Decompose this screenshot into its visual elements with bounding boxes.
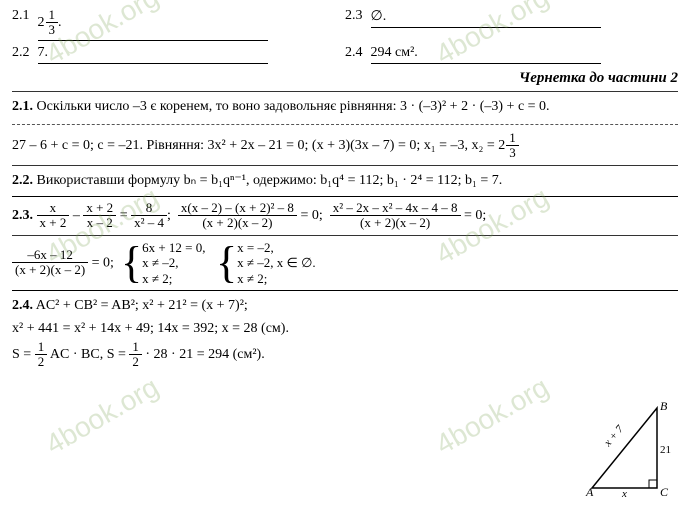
answer-num: 2.2 (12, 45, 30, 61)
sol-text: Використавши формулу bₙ = b₁qⁿ⁻¹, одержи… (37, 173, 503, 188)
answer-frac-d: 3 (46, 23, 59, 37)
sol-num: 2.3. (12, 208, 33, 223)
frac-n: x² – 2x – x² – 4x – 4 – 8 (330, 201, 461, 216)
watermark: 4book.org (40, 371, 164, 461)
frac-d: (x + 2)(x – 2) (330, 216, 461, 230)
leg2-label: x (621, 488, 627, 498)
frac-d: x – 2 (83, 216, 116, 230)
system-1: { 6x + 12 = 0, x ≠ –2, x ≠ 2; (121, 240, 206, 287)
scratch-header: Чернетка до частини 2 (12, 70, 678, 87)
answer-num: 2.1 (12, 8, 30, 24)
answer-2-3: 2.3 ∅. (345, 8, 678, 41)
solution-2-3-line2: –6x – 12(x + 2)(x – 2) = 0; { 6x + 12 = … (12, 240, 678, 287)
answer-2-1: 2.1 2 1 3 . (12, 8, 345, 41)
vertex-b: B (660, 399, 668, 413)
answer-num: 2.3 (345, 8, 363, 24)
frac-d: x² – 4 (131, 216, 167, 230)
answers-row-1: 2.1 2 1 3 . 2.3 ∅. (12, 8, 678, 41)
sol-text: S = (12, 347, 35, 362)
frac-n: 1 (129, 340, 142, 355)
vertex-a: A (585, 485, 594, 498)
leg1-label: 21 (660, 444, 671, 456)
answer-frac-n: 1 (46, 8, 59, 23)
solution-2-1-line2: 27 – 6 + c = 0; c = –21. Рівняння: 3x² +… (12, 131, 678, 161)
answer-whole: 2 (38, 15, 45, 31)
frac-n: x (37, 201, 70, 216)
answers-row-2: 2.2 7. 2.4 294 см². (12, 45, 678, 64)
frac-d: (x + 2)(x – 2) (12, 263, 88, 277)
divider (12, 235, 678, 236)
divider (12, 91, 678, 92)
frac-n: x(x – 2) – (x + 2)² – 8 (178, 201, 297, 216)
sol-text: 27 – 6 + c = 0; c = –21. Рівняння: 3x² +… (12, 138, 498, 153)
frac-d: 2 (129, 355, 142, 369)
frac-d: (x + 2)(x – 2) (178, 216, 297, 230)
sys-item: x ≠ 2; (142, 271, 205, 287)
frac-n: x + 2 (83, 201, 116, 216)
sys-item: 6x + 12 = 0, (142, 240, 205, 256)
hyp-label: x + 7 (601, 423, 626, 450)
frac-whole: 2 (498, 135, 505, 157)
answer-num: 2.4 (345, 45, 363, 61)
sys-item: x ≠ 2; (237, 271, 316, 287)
frac-n: –6x – 12 (12, 248, 88, 263)
vertex-c: C (660, 485, 669, 498)
answer-2-4: 2.4 294 см². (345, 45, 678, 64)
brace-icon: { (216, 241, 237, 285)
solution-2-3: 2.3. xx + 2 – x + 2x – 2 = 8x² – 4; x(x … (12, 201, 678, 231)
sol-text: Оскільки число –3 є коренем, то воно зад… (37, 99, 550, 114)
divider (12, 165, 678, 166)
frac-n: 1 (506, 131, 519, 146)
sol-text: AC² + CB² = AB²; x² + 21² = (x + 7)²; (36, 298, 248, 313)
divider-thick (12, 290, 678, 291)
sol-text: · 28 · 21 = 294 (см²). (145, 347, 264, 362)
answer-val: 294 см². (371, 45, 601, 64)
divider-thick (12, 196, 678, 197)
sys-item: x = –2, (237, 240, 316, 256)
system-2: { x = –2, x ≠ –2, x ∈ ∅. x ≠ 2; (216, 240, 316, 287)
sys-item: x ≠ –2, x ∈ ∅. (237, 255, 316, 271)
solution-2-2: 2.2. Використавши формулу bₙ = b₁qⁿ⁻¹, о… (12, 170, 678, 192)
brace-icon: { (121, 241, 142, 285)
answer-2-2: 2.2 7. (12, 45, 345, 64)
answer-val: ∅. (371, 8, 601, 28)
frac-d: 2 (35, 355, 48, 369)
sol-text: x² + 441 = x² + 14x + 49; 14x = 392; x =… (12, 321, 289, 336)
solution-2-1: 2.1. Оскільки число –3 є коренем, то вон… (12, 96, 678, 118)
sys-item: x ≠ –2, (142, 255, 205, 271)
frac-d: 3 (506, 146, 519, 160)
sol-num: 2.1. (12, 99, 33, 114)
watermark: 4book.org (430, 371, 554, 461)
solution-2-4: 2.4. AC² + CB² = AB²; x² + 21² = (x + 7)… (12, 295, 572, 369)
sol-num: 2.2. (12, 173, 33, 188)
triangle-figure: A B C x + 7 21 x (582, 398, 672, 498)
frac-n: 8 (131, 201, 167, 216)
sol-num: 2.4. (12, 298, 33, 313)
answer-val: 7. (38, 45, 268, 64)
answer-val: 2 1 3 . (38, 8, 268, 41)
frac-n: 1 (35, 340, 48, 355)
frac-d: x + 2 (37, 216, 70, 230)
sol-text: AC · BC, S = (50, 347, 129, 362)
dashed-line (12, 124, 678, 125)
